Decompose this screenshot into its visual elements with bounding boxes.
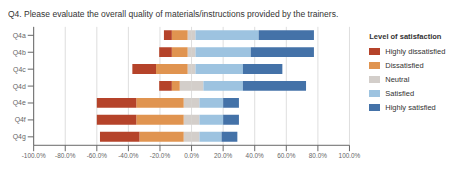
svg-text:-40.0%: -40.0%: [118, 152, 139, 159]
svg-text:-80.0%: -80.0%: [55, 152, 76, 159]
html-text:Highly satisfied: Highly satisfied: [385, 103, 436, 112]
svg-text:Q4e: Q4e: [13, 99, 26, 107]
svg-text:Q4c: Q4c: [13, 66, 26, 74]
svg-text:Q4d: Q4d: [13, 83, 26, 91]
svg-text:-20.0%: -20.0%: [150, 152, 171, 159]
html-text:Neutral: Neutral: [385, 75, 410, 84]
html-text:Level of satisfaction: Level of satisfaction: [369, 32, 442, 41]
svg-text:Q4b: Q4b: [13, 49, 26, 57]
html-text:Satisfied: Satisfied: [385, 89, 415, 98]
svg-text:20.0%: 20.0%: [214, 152, 232, 159]
svg-text:40.0%: 40.0%: [246, 152, 264, 159]
svg-text:Q4g: Q4g: [13, 133, 26, 141]
svg-text:Q4a: Q4a: [13, 32, 26, 40]
svg-text:0.0%: 0.0%: [184, 152, 199, 159]
svg-text:80.0%: 80.0%: [309, 152, 327, 159]
html-text:Q4. Please evaluate the overal: Q4. Please evaluate the overall quality …: [8, 9, 339, 19]
svg-text:-60.0%: -60.0%: [87, 152, 108, 159]
svg-text:100.0%: 100.0%: [339, 152, 361, 159]
html-text:Highly dissatisfied: Highly dissatisfied: [385, 47, 446, 56]
html-text:Dissatisfied: Dissatisfied: [385, 61, 424, 70]
svg-text:60.0%: 60.0%: [277, 152, 295, 159]
svg-text:Q4f: Q4f: [15, 116, 26, 124]
svg-text:-100.0%: -100.0%: [22, 152, 46, 159]
